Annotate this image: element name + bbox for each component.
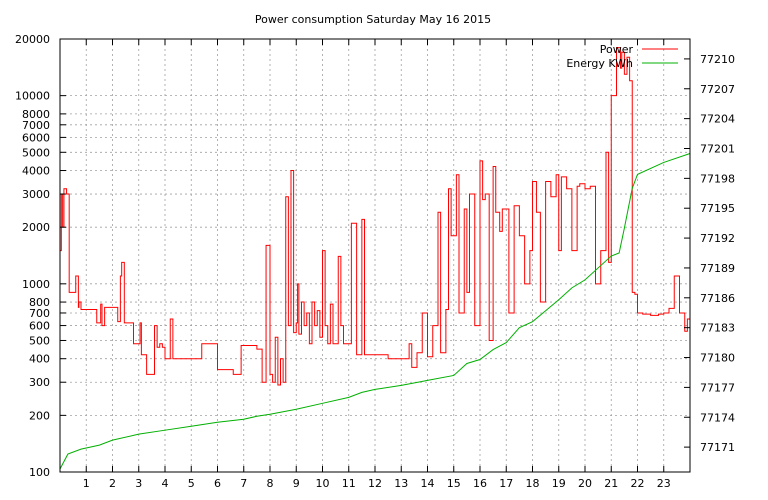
x-tick-label: 3 — [135, 477, 142, 490]
y2-tick-label: 77177 — [700, 381, 735, 394]
energy-series-line — [59, 152, 691, 470]
x-tick-label: 10 — [316, 477, 330, 490]
x-tick-label: 6 — [214, 477, 221, 490]
y2-tick-label: 77189 — [700, 262, 735, 275]
x-tick-label: 23 — [657, 477, 671, 490]
y-tick-label: 800 — [29, 296, 50, 309]
y-tick-label: 400 — [29, 353, 50, 366]
x-tick-label: 11 — [342, 477, 356, 490]
x-tick-label: 4 — [162, 477, 169, 490]
axis-ticks: 1 2 3 4 5 6 7 8 9 10 11 12 13 14 15 16 17 18 19 20 21 22 23100… — [15, 33, 735, 490]
x-tick-label: 18 — [526, 477, 540, 490]
y2-tick-label: 77186 — [700, 292, 735, 305]
x-tick-label: 9 — [293, 477, 300, 490]
legend-label-energy: Energy KWh — [566, 57, 633, 70]
y-tick-label: 500 — [29, 334, 50, 347]
x-tick-label: 14 — [421, 477, 435, 490]
x-tick-label: 21 — [604, 477, 618, 490]
y-tick-label: 5000 — [22, 146, 50, 159]
y-tick-label: 6000 — [22, 131, 50, 144]
y-tick-label: 8000 — [22, 108, 50, 121]
y2-tick-label: 77201 — [700, 142, 735, 155]
y-tick-label: 4000 — [22, 165, 50, 178]
y-tick-label: 3000 — [22, 188, 50, 201]
y-tick-label: 600 — [29, 320, 50, 333]
chart-title: Power consumption Saturday May 16 2015 — [255, 13, 491, 26]
x-tick-label: 1 — [83, 477, 90, 490]
x-tick-label: 12 — [368, 477, 382, 490]
y2-tick-label: 77198 — [700, 172, 735, 185]
legend-label-power: Power — [600, 43, 634, 56]
x-tick-label: 13 — [394, 477, 408, 490]
x-tick-label: 22 — [631, 477, 645, 490]
x-tick-label: 2 — [109, 477, 116, 490]
y-tick-label: 200 — [29, 409, 50, 422]
y-tick-label: 7000 — [22, 119, 50, 132]
series-layer — [59, 47, 691, 470]
x-tick-label: 19 — [552, 477, 566, 490]
x-tick-label: 8 — [267, 477, 274, 490]
y2-tick-label: 77207 — [700, 83, 735, 96]
x-tick-label: 7 — [240, 477, 247, 490]
y2-tick-label: 77180 — [700, 352, 735, 365]
y-tick-label: 2000 — [22, 221, 50, 234]
y-tick-label: 300 — [29, 376, 50, 389]
y-tick-label: 1000 — [22, 278, 50, 291]
y-tick-label: 10000 — [15, 90, 50, 103]
x-tick-label: 5 — [188, 477, 195, 490]
y2-tick-label: 77210 — [700, 53, 735, 66]
y2-tick-label: 77204 — [700, 113, 735, 126]
y2-tick-label: 77174 — [700, 411, 735, 424]
y-tick-label: 20000 — [15, 33, 50, 46]
x-tick-label: 15 — [447, 477, 461, 490]
y2-tick-label: 77195 — [700, 202, 735, 215]
power-series-line — [60, 47, 690, 386]
y-tick-label: 100 — [29, 466, 50, 479]
y-tick-label: 700 — [29, 307, 50, 320]
y2-tick-label: 77192 — [700, 232, 735, 245]
y2-tick-label: 77183 — [700, 322, 735, 335]
y2-tick-label: 77171 — [700, 441, 735, 454]
x-tick-label: 16 — [473, 477, 487, 490]
x-tick-label: 20 — [578, 477, 592, 490]
x-tick-label: 17 — [499, 477, 513, 490]
